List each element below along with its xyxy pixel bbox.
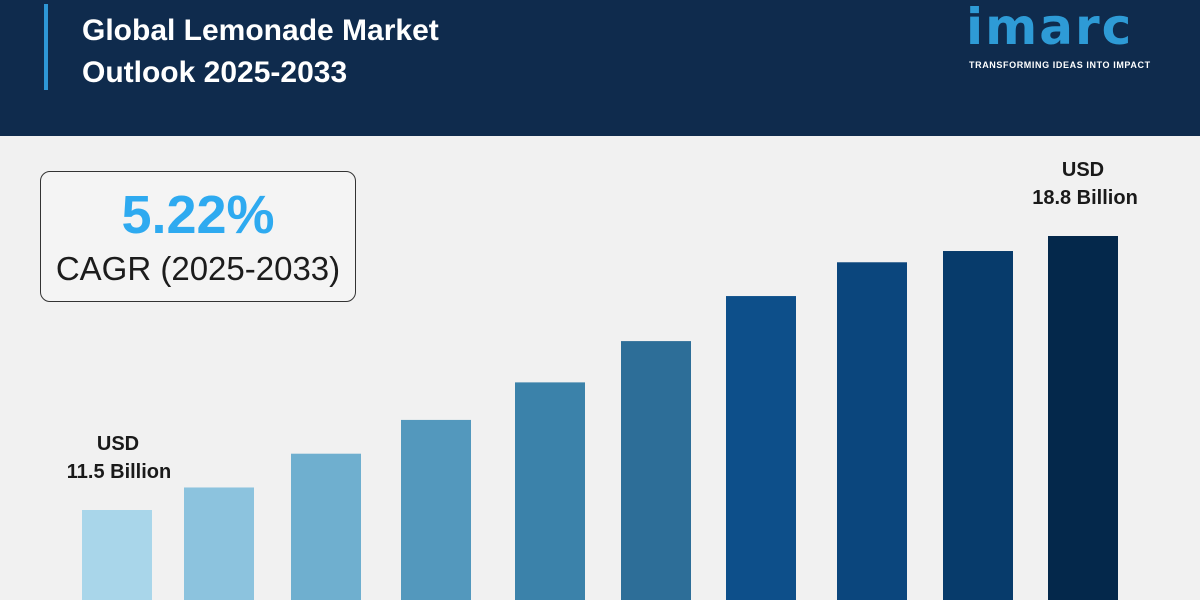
bar-4 (401, 419, 471, 600)
title-line-2: Outlook 2025-2033 (82, 56, 348, 89)
bar-annotation-currency: USD (97, 433, 139, 455)
cagr-value: 5.22% (121, 185, 275, 245)
bar-annotation-value: 11.5 Billion (67, 461, 171, 483)
bar-10 (1048, 236, 1118, 600)
page-title: Global Lemonade Market Outlook 2025-2033 (82, 10, 439, 94)
bar-2 (184, 487, 254, 600)
imarc-logo: imarc TRANSFORMING IDEAS INTO IMPACT (966, 0, 1186, 74)
logo-wordmark: imarc (966, 0, 1134, 56)
title-line-1: Global Lemonade Market (82, 14, 439, 47)
bar-annotation-value: 18.8 Billion (1032, 187, 1138, 209)
bar-5 (515, 382, 585, 600)
header-banner: Global Lemonade Market Outlook 2025-2033… (0, 0, 1200, 136)
bar-9 (943, 251, 1013, 600)
bar-7 (726, 296, 796, 600)
logo-tagline: TRANSFORMING IDEAS INTO IMPACT (969, 60, 1151, 70)
bar-3 (291, 453, 361, 600)
bar-1 (82, 510, 152, 600)
cagr-label: CAGR (2025-2033) (55, 250, 341, 287)
title-accent-bar (44, 4, 48, 90)
bar-annotation-currency: USD (1062, 159, 1104, 181)
bar-6 (621, 341, 691, 600)
bar-8 (837, 262, 907, 600)
cagr-box: 5.22% CAGR (2025-2033) (40, 171, 356, 302)
